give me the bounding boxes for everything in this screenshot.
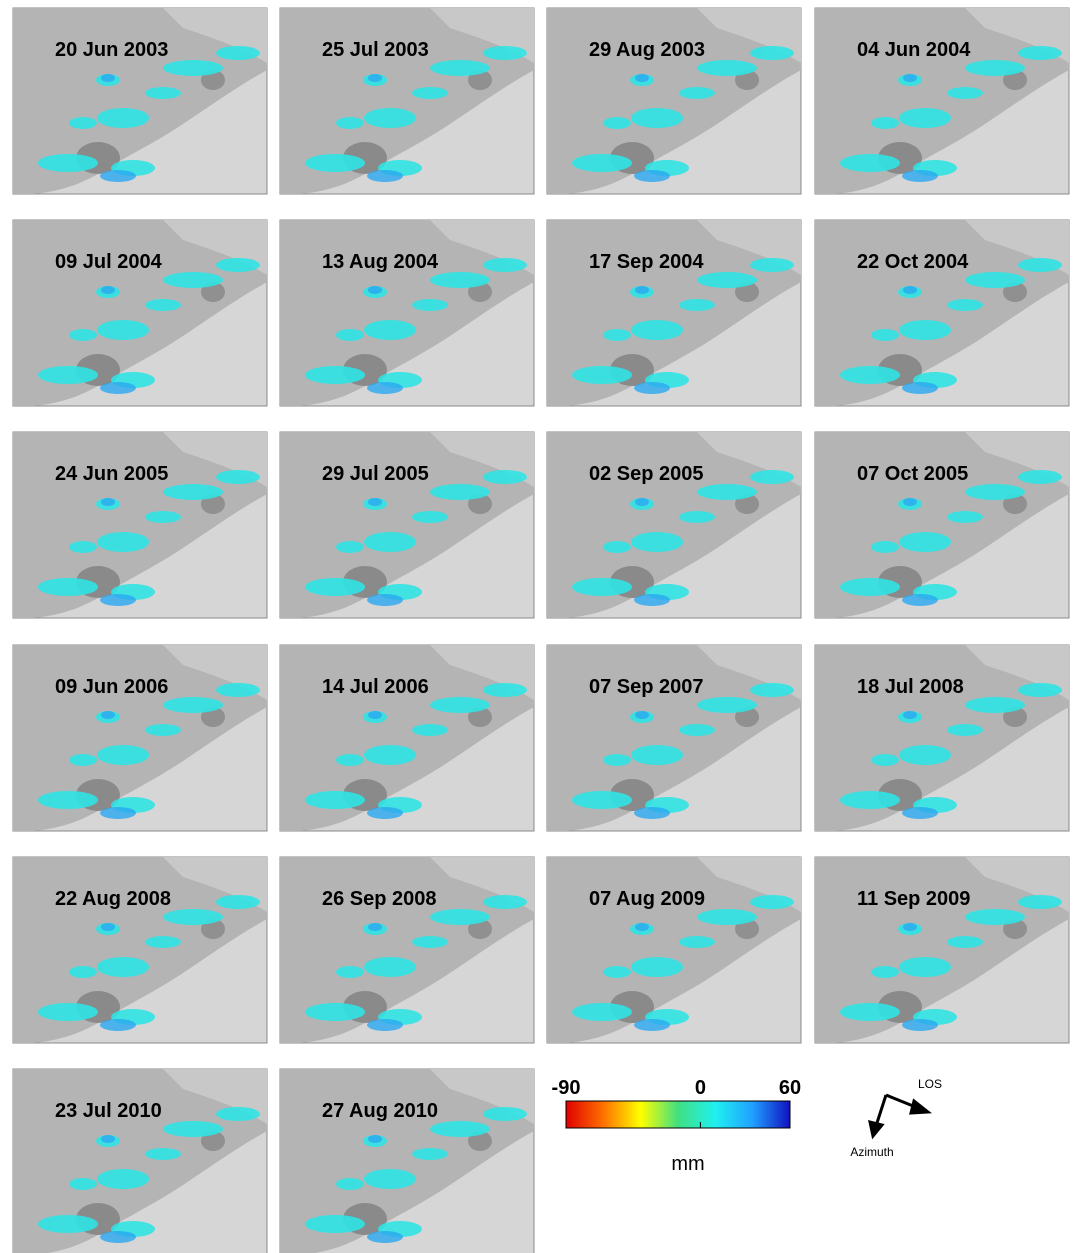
panel-date: 18 Jul 2008 — [857, 676, 964, 698]
panel-date: 26 Sep 2008 — [322, 888, 437, 910]
panel-date: 11 Sep 2009 — [857, 888, 970, 910]
map-panel: 07 Aug 2009 — [547, 857, 801, 1043]
colorbar-tick-label: 0 — [695, 1077, 706, 1099]
map-panel: 17 Sep 2004 — [547, 220, 801, 406]
panel-date: 17 Sep 2004 — [589, 251, 704, 273]
panel-date: 22 Oct 2004 — [857, 251, 969, 273]
map-panel: 09 Jul 2004 — [13, 220, 267, 406]
azimuth-label: Azimuth — [850, 1145, 893, 1159]
panel-date: 27 Aug 2010 — [322, 1100, 438, 1122]
map-panel: 23 Jul 2010 — [13, 1069, 267, 1253]
map-panel: 13 Aug 2004 — [280, 220, 534, 406]
map-panel: 22 Aug 2008 — [13, 857, 267, 1043]
map-panel: 26 Sep 2008 — [280, 857, 534, 1043]
colorbar-tick-label: 60 — [779, 1077, 801, 1099]
panel-date: 04 Jun 2004 — [857, 39, 971, 61]
map-panel: 07 Oct 2005 — [815, 432, 1069, 618]
panel-date: 22 Aug 2008 — [55, 888, 171, 910]
map-panel: 25 Jul 2003 — [280, 8, 534, 194]
direction-arrows — [870, 1095, 928, 1136]
panel-date: 07 Sep 2007 — [589, 676, 704, 698]
panel-date: 07 Oct 2005 — [857, 463, 968, 485]
map-panel: 29 Jul 2005 — [280, 432, 534, 618]
panel-date: 09 Jun 2006 — [55, 676, 168, 698]
panel-date: 25 Jul 2003 — [322, 39, 429, 61]
map-panel: 18 Jul 2008 — [815, 645, 1069, 831]
map-panel: 04 Jun 2004 — [815, 8, 1069, 194]
map-panel: 29 Aug 2003 — [547, 8, 801, 194]
panel-date: 24 Jun 2005 — [55, 463, 168, 485]
panel-date: 23 Jul 2010 — [55, 1100, 162, 1122]
colorbar — [566, 1101, 790, 1128]
los-label: LOS — [918, 1077, 942, 1091]
colorbar-tick-label: -90 — [552, 1077, 581, 1099]
map-panel: 11 Sep 2009 — [815, 857, 1069, 1043]
map-panel: 02 Sep 2005 — [547, 432, 801, 618]
panel-date: 02 Sep 2005 — [589, 463, 704, 485]
panel-date: 29 Jul 2005 — [322, 463, 429, 485]
map-panel: 24 Jun 2005 — [13, 432, 267, 618]
colorbar-unit: mm — [671, 1153, 704, 1175]
map-panel: 07 Sep 2007 — [547, 645, 801, 831]
panel-date: 13 Aug 2004 — [322, 251, 439, 273]
map-panel: 14 Jul 2006 — [280, 645, 534, 831]
panel-date: 07 Aug 2009 — [589, 888, 705, 910]
panel-date: 20 Jun 2003 — [55, 39, 168, 61]
map-panel: 09 Jun 2006 — [13, 645, 267, 831]
map-panel: 22 Oct 2004 — [815, 220, 1069, 406]
figure: mm LOS Azimuth 20 Jun 2003 25 Jul 2003 29 … — [0, 0, 1075, 1253]
panel-date: 29 Aug 2003 — [589, 39, 705, 61]
panel-date: 14 Jul 2006 — [322, 676, 429, 698]
map-panel: 20 Jun 2003 — [13, 8, 267, 194]
panel-date: 09 Jul 2004 — [55, 251, 163, 273]
map-panel: 27 Aug 2010 — [280, 1069, 534, 1253]
